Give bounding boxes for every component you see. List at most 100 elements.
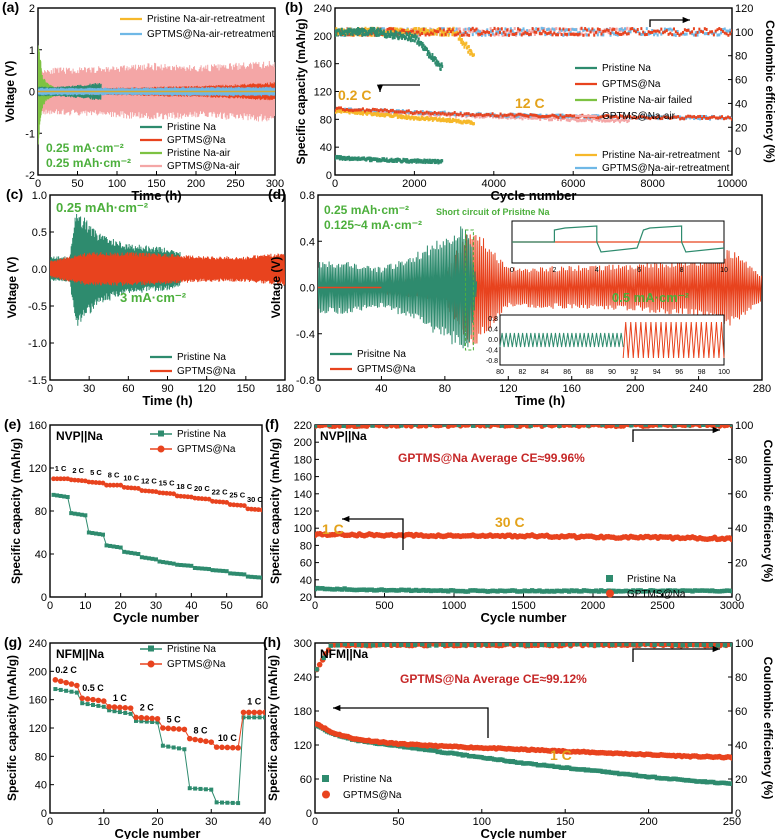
data-point <box>144 719 149 724</box>
annotation-arrow-line <box>379 84 420 92</box>
data-point <box>369 159 372 163</box>
data-point <box>101 704 106 709</box>
data-point <box>679 117 682 121</box>
data-point <box>407 34 410 38</box>
data-point <box>660 32 663 36</box>
data-point <box>463 589 468 594</box>
y-tick-label: 220 <box>294 420 312 432</box>
data-point <box>340 32 343 36</box>
data-point <box>584 32 587 36</box>
data-point <box>564 588 569 593</box>
data-point <box>369 109 372 113</box>
data-point <box>598 28 601 32</box>
data-point <box>416 588 421 593</box>
data-point <box>466 33 469 37</box>
data-point <box>187 786 192 791</box>
data-point <box>85 702 90 707</box>
data-point <box>729 755 732 761</box>
data-point <box>520 589 525 594</box>
inset-gptms-line <box>622 321 725 359</box>
data-point <box>397 28 400 32</box>
data-point <box>545 114 548 118</box>
data-point <box>528 425 533 428</box>
data-point <box>483 113 486 117</box>
plot-frame <box>49 642 266 814</box>
data-point <box>392 114 395 118</box>
data-point <box>497 116 500 120</box>
data-point <box>420 27 423 31</box>
data-point <box>199 566 204 571</box>
data-point <box>178 563 183 568</box>
data-point <box>593 28 596 32</box>
data-point <box>564 32 567 36</box>
data-point <box>413 39 416 43</box>
x-tick-label: 0 <box>47 600 53 612</box>
legend-item: Pristine Na-air <box>140 148 231 159</box>
data-point <box>436 588 441 593</box>
data-point <box>171 745 176 750</box>
data-point <box>584 27 587 31</box>
data-point <box>434 57 437 61</box>
data-point <box>580 32 583 36</box>
data-point <box>207 567 211 572</box>
data-point <box>321 655 326 661</box>
data-point <box>663 115 666 119</box>
data-point <box>467 45 470 49</box>
y-tick-label: 80 <box>300 540 312 552</box>
data-point <box>627 32 630 36</box>
data-point <box>342 586 347 591</box>
x-tick-label: 0 <box>47 383 53 395</box>
data-point <box>349 587 355 592</box>
data-point <box>346 30 349 34</box>
legend-item: Pristine Na <box>150 352 226 363</box>
data-point <box>389 30 392 34</box>
x-tick-label: 4000 <box>482 178 506 190</box>
data-point <box>600 32 603 36</box>
data-point <box>589 30 592 34</box>
data-point <box>617 116 620 120</box>
legend-label: Pristine Na <box>602 63 651 74</box>
data-point <box>457 113 460 117</box>
data-point <box>398 112 401 116</box>
data-point <box>657 117 660 121</box>
data-point <box>534 116 537 120</box>
annotation: 12 C <box>515 95 545 111</box>
data-point <box>470 425 476 428</box>
y-tick-label: 120 <box>29 463 47 475</box>
data-point <box>729 588 732 594</box>
data-point <box>263 715 265 720</box>
y-tick-label: 60 <box>300 774 312 786</box>
data-point <box>51 492 56 497</box>
data-point <box>439 27 442 31</box>
data-point <box>457 118 460 122</box>
data-point <box>344 33 347 37</box>
data-point <box>121 484 127 490</box>
data-point <box>399 31 402 35</box>
panel-f: 0 500 1000 1500 2000 2500 30002040608010012014… <box>265 416 775 625</box>
data-point <box>533 30 536 34</box>
data-point <box>417 37 420 41</box>
data-point <box>361 33 364 37</box>
data-point <box>369 587 374 592</box>
y2-tick-label: 20 <box>735 122 747 134</box>
data-point <box>414 33 417 37</box>
y-tick-label: 0.4 <box>300 236 315 248</box>
data-point <box>504 30 507 34</box>
y2-tick-label: 80 <box>735 672 747 684</box>
x-tick-label: 50 <box>221 600 233 612</box>
data-point <box>217 499 223 505</box>
data-point <box>422 27 425 31</box>
x-tick-label: 0 <box>312 816 318 828</box>
data-point <box>389 35 392 39</box>
data-point <box>520 28 523 32</box>
data-point <box>399 27 402 31</box>
data-point <box>361 30 364 34</box>
data-point <box>576 31 579 35</box>
data-point <box>442 117 445 121</box>
data-point <box>729 643 732 647</box>
data-point <box>344 32 347 36</box>
data-point <box>86 530 91 535</box>
y-tick-label: 160 <box>314 59 332 71</box>
data-point <box>617 118 620 122</box>
data-point <box>396 35 399 39</box>
